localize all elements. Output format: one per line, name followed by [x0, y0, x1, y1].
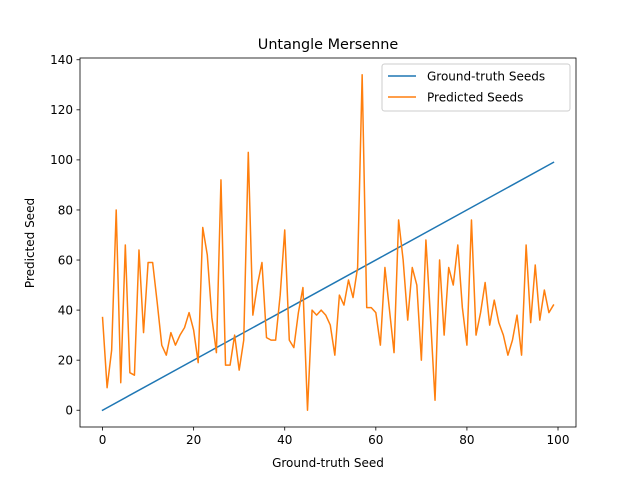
legend-box — [381, 63, 571, 112]
x-tick-label: 100 — [547, 433, 570, 447]
series-lines — [101, 74, 555, 412]
series-line-2 — [101, 74, 555, 411]
plot-area — [79, 57, 577, 428]
y-tick-label: 120 — [50, 103, 73, 117]
plot-frame — [79, 57, 577, 428]
x-tick-label: 80 — [459, 433, 474, 447]
legend-label-1: Ground-truth Seeds — [427, 69, 545, 83]
y-tick-label: 80 — [58, 203, 73, 217]
x-axis-title: Ground-truth Seed — [272, 456, 384, 470]
y-tick-label: 20 — [58, 353, 73, 367]
legend: Ground-truth Seeds Predicted Seeds — [381, 63, 571, 112]
y-tick-label: 140 — [50, 53, 73, 67]
x-tick-label: 60 — [368, 433, 383, 447]
y-tick-label: 0 — [65, 404, 73, 418]
y-tick-label: 60 — [58, 253, 73, 267]
y-axis-ticks: 0 20 40 60 80 100 120 140 — [50, 53, 80, 418]
series-line-1 — [101, 161, 555, 412]
y-tick-label: 40 — [58, 303, 73, 317]
chart-title: Untangle Mersenne — [258, 37, 399, 53]
legend-label-2: Predicted Seeds — [427, 90, 523, 104]
x-tick-label: 20 — [186, 433, 201, 447]
x-tick-label: 40 — [277, 433, 292, 447]
x-axis-ticks: 0 20 40 60 80 100 — [99, 427, 570, 447]
y-axis-title: Predicted Seed — [23, 198, 37, 288]
y-tick-label: 100 — [50, 153, 73, 167]
x-tick-label: 0 — [99, 433, 107, 447]
